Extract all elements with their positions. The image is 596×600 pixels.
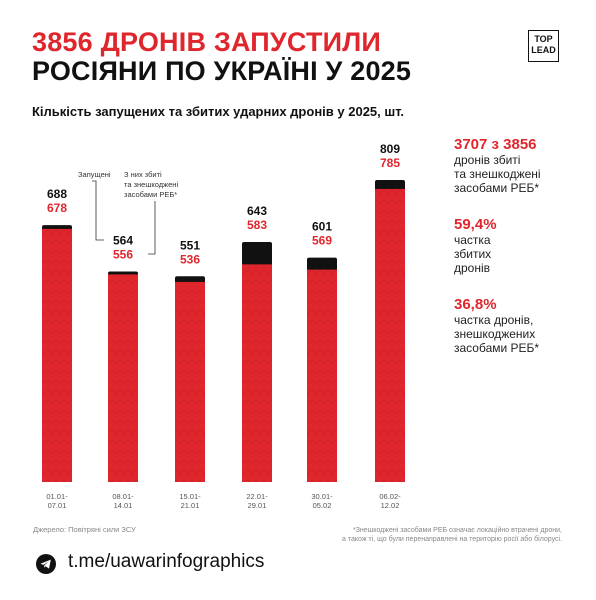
stat-1-value: 3707 з 3856: [454, 136, 537, 153]
stat-1-desc-2: та знешкоджені: [454, 167, 541, 181]
label-shot-down-6: 785: [380, 156, 400, 170]
annotation-launched-line: [92, 180, 104, 241]
footnote-line-1: *Знешкоджені засобами РЕБ означає локаці…: [352, 527, 562, 534]
tick-label-4-2: 29.01: [248, 501, 267, 510]
label-launched-6: 809: [380, 142, 400, 156]
stat-1-desc-1: дронів збиті: [454, 153, 521, 167]
tick-label-5-2: 05.02: [313, 501, 332, 510]
title-line-2: РОСІЯНИ ПО УКРАЇНІ У 2025: [32, 56, 412, 86]
label-shot-down-5: 569: [312, 234, 332, 248]
label-launched-2: 564: [113, 233, 133, 247]
bar-texture-3: [175, 281, 205, 482]
stat-3-desc-3: засобами РЕБ*: [454, 341, 540, 355]
chart-subtitle: Кількість запущених та збитих ударних др…: [32, 104, 405, 119]
bar-texture-1: [42, 228, 72, 482]
tick-label-2-1: 08.01-: [112, 492, 134, 501]
annotation-shot-line1: З них збиті: [124, 170, 162, 179]
stat-2-desc-2: збитих: [454, 247, 492, 261]
tick-label-3-1: 15.01-: [179, 492, 201, 501]
telegram-icon: [36, 554, 56, 574]
stat-2-desc-3: дронів: [454, 261, 491, 275]
source-note: Джерело: Повітряні сили ЗСУ: [33, 525, 136, 534]
label-shot-down-2: 556: [113, 247, 133, 261]
stat-3-desc-2: знешкоджених: [454, 327, 536, 341]
annotation-shot-line: [148, 201, 156, 255]
label-launched-5: 601: [312, 220, 332, 234]
toplead-logo: TOP LEAD: [528, 30, 559, 62]
tick-label-4-1: 22.01-: [246, 492, 268, 501]
stat-block-2: 59,4% частка збитих дронів: [454, 216, 589, 275]
bar-texture-5: [307, 269, 337, 482]
stat-3-desc-1: частка дронів,: [454, 313, 534, 327]
bar-texture-4: [242, 264, 272, 482]
label-launched-4: 643: [247, 204, 267, 218]
telegram-link[interactable]: t.me/uawarinfographics: [68, 551, 265, 572]
stat-2-desc-1: частка: [454, 233, 491, 247]
page-title: 3856 ДРОНІВ ЗАПУСТИЛИ РОСІЯНИ ПО УКРАЇНІ…: [32, 28, 411, 86]
tick-label-5-1: 30.01-: [311, 492, 333, 501]
bar-texture-6: [375, 188, 405, 482]
label-shot-down-4: 583: [247, 218, 267, 232]
stat-2-value: 59,4%: [454, 216, 497, 233]
tick-label-6-2: 12.02: [381, 501, 400, 510]
annotation-shot-line3: засобами РЕБ*: [124, 190, 177, 199]
logo-top-text: TOP: [534, 34, 553, 44]
legend-annotation: Запущені З них збиті та знешкоджені засо…: [78, 170, 178, 255]
label-shot-down-3: 536: [180, 252, 200, 266]
stat-3-value: 36,8%: [454, 296, 497, 313]
annotation-shot-line2: та знешкоджені: [124, 180, 178, 189]
tick-label-2-2: 14.01: [114, 501, 133, 510]
logo-bottom-text: LEAD: [531, 45, 556, 55]
stat-1-desc-3: засобами РЕБ*: [454, 181, 540, 195]
label-launched-1: 688: [47, 187, 67, 201]
tick-label-6-1: 06.02-: [379, 492, 401, 501]
label-launched-3: 551: [180, 238, 200, 252]
tick-label-1-2: 07.01: [48, 501, 67, 510]
title-line-1: 3856 ДРОНІВ ЗАПУСТИЛИ: [32, 27, 381, 57]
tick-label-3-2: 21.01: [181, 501, 200, 510]
annotation-launched: Запущені: [78, 170, 111, 179]
footnote-line-2: а також ті, що були перенаправлені на те…: [342, 536, 562, 543]
stat-block-3: 36,8% частка дронів, знешкоджених засоба…: [454, 296, 589, 355]
label-shot-down-1: 678: [47, 201, 67, 215]
bar-texture-2: [108, 274, 138, 482]
tick-label-1-1: 01.01-: [46, 492, 68, 501]
footnote: *Знешкоджені засобами РЕБ означає локаці…: [280, 526, 562, 544]
stat-block-1: 3707 з 3856 дронів збиті та знешкоджені …: [454, 136, 589, 195]
